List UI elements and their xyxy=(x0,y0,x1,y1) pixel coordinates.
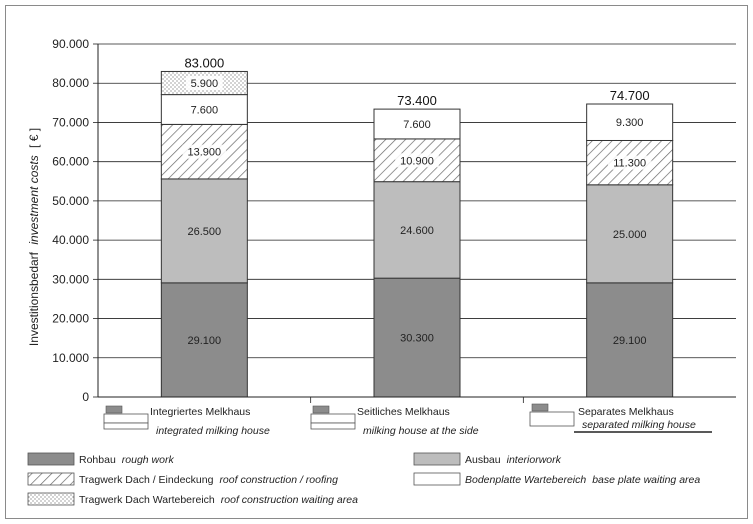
bar-segment xyxy=(160,94,248,125)
data-label: 11.300 xyxy=(613,158,646,170)
category-name-en: integrated milking house xyxy=(156,425,270,437)
data-label-background xyxy=(395,153,439,168)
data-label-background xyxy=(185,76,223,91)
data-label: 30.300 xyxy=(400,333,434,345)
legend-item-roof-waiting-area: Tragwerk Dach Wartebereich roof construct… xyxy=(27,492,358,506)
data-label-background xyxy=(607,155,652,170)
series-legend: Rohbau rough work Ausbau interiorwork Trag… xyxy=(27,452,700,506)
y-tick-label: 0 xyxy=(82,390,89,404)
legend-item-base-plate: Bodenplatte Wartebereich base plate waiti… xyxy=(413,472,700,486)
category-name-de: Separates Melkhaus xyxy=(578,406,674,418)
category-swatch-base xyxy=(103,422,149,430)
legend-item-roof-construction: Tragwerk Dach / Eindeckung roof construct… xyxy=(27,472,338,486)
bar-segment xyxy=(373,108,461,140)
data-label: 5.900 xyxy=(191,78,219,90)
bars: 29.100 26.500 13.900 7.600 5.900 83.000 30.300… xyxy=(160,55,674,398)
legend-label: Tragwerk Dach / Eindeckung roof construct… xyxy=(79,474,338,486)
legend-swatch xyxy=(27,452,75,466)
category-swatch-rough xyxy=(531,403,549,412)
y-tick-label: 70.000 xyxy=(52,115,89,129)
bar-segment xyxy=(160,178,248,284)
category-swatch-box xyxy=(529,411,575,427)
data-label: 29.100 xyxy=(613,335,647,347)
legend-swatch xyxy=(27,492,75,506)
category-legend-integrated: Integriertes Melkhaus integrated milking… xyxy=(103,405,270,437)
total-label: 74.700 xyxy=(610,88,650,103)
y-tick-label: 60.000 xyxy=(52,155,89,169)
y-tick-label: 80.000 xyxy=(52,76,89,90)
bar-segment xyxy=(373,277,461,398)
bar-segment xyxy=(586,184,674,284)
category-name-en: milking house at the side xyxy=(363,425,479,437)
data-label: 10.900 xyxy=(400,155,434,167)
category-legend-separate: Separates Melkhaus separated milking hou… xyxy=(529,403,712,433)
total-label: 73.400 xyxy=(397,93,437,108)
category-name-de: Integriertes Melkhaus xyxy=(150,406,250,418)
data-label: 7.600 xyxy=(403,119,431,131)
y-axis-ticks: 0 10.000 20.000 30.000 40.000 50.000 60.000 70.… xyxy=(52,37,98,404)
data-label: 26.500 xyxy=(188,226,222,238)
category-swatch-rough xyxy=(312,405,330,414)
data-label: 29.100 xyxy=(188,335,222,347)
category-swatch-rough xyxy=(105,405,123,414)
legend-item-rough-work: Rohbau rough work xyxy=(27,452,174,466)
bar-segment xyxy=(373,181,461,279)
category-name-en: separated milking house xyxy=(582,419,696,431)
y-axis-label: Investitionsbedarf investment costs [ € … xyxy=(27,128,41,346)
legend-swatch xyxy=(413,452,461,466)
axes xyxy=(97,44,736,403)
y-tick-label: 30.000 xyxy=(52,272,89,286)
data-label: 25.000 xyxy=(613,229,647,241)
data-label: 24.600 xyxy=(400,225,434,237)
category-swatch-base xyxy=(310,422,356,430)
legend-label: Bodenplatte Wartebereich base plate waiti… xyxy=(465,474,700,486)
y-tick-label: 90.000 xyxy=(52,37,89,51)
legend-item-interiorwork: Ausbau interiorwork xyxy=(413,452,562,466)
legend-label: Rohbau rough work xyxy=(79,454,174,466)
bar-segment xyxy=(586,103,674,141)
data-label: 13.900 xyxy=(188,147,222,159)
y-tick-label: 50.000 xyxy=(52,194,89,208)
category-swatch-box xyxy=(310,413,356,424)
data-label: 9.300 xyxy=(616,117,644,129)
data-label: 7.600 xyxy=(191,105,219,117)
data-label-background xyxy=(182,144,227,159)
bar-segment xyxy=(160,282,248,398)
legend-swatch xyxy=(27,472,75,486)
y-tick-label: 20.000 xyxy=(52,312,89,326)
legend-label: Ausbau interiorwork xyxy=(465,454,562,466)
category-swatch-box xyxy=(103,413,149,424)
total-label: 83.000 xyxy=(184,55,224,70)
legend-swatch xyxy=(413,472,461,486)
y-tick-label: 40.000 xyxy=(52,233,89,247)
category-name-de: Seitliches Melkhaus xyxy=(357,406,450,418)
category-legend-side: Seitliches Melkhaus milking house at the… xyxy=(310,405,479,437)
y-tick-label: 10.000 xyxy=(52,351,89,365)
legend-label: Tragwerk Dach Wartebereich roof construct… xyxy=(79,494,358,506)
